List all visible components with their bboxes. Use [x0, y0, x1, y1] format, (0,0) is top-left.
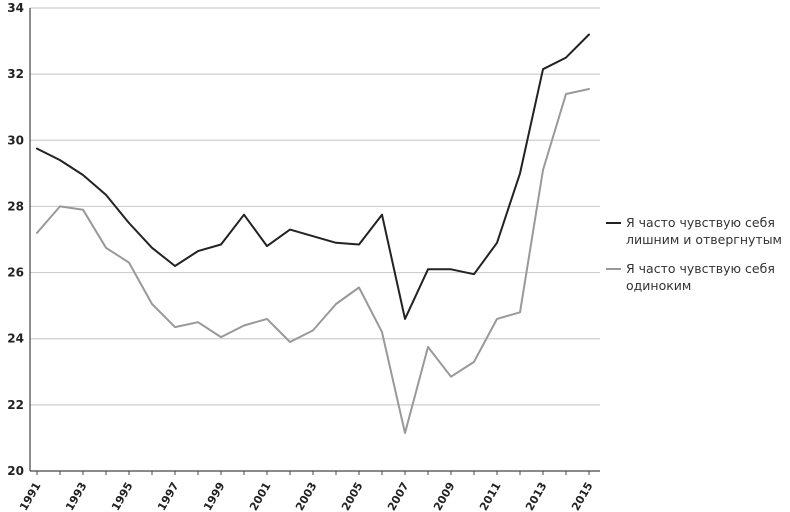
y-tick-label: 30: [7, 133, 24, 147]
x-tick-label: 1993: [63, 480, 90, 512]
x-tick-label: 2005: [339, 480, 366, 512]
y-tick-label: 24: [7, 332, 24, 346]
legend: Я часто чувствую себя лишним и отвергнут…: [606, 214, 790, 306]
legend-label-lonely: Я часто чувствую себя одиноким: [626, 261, 775, 293]
y-tick-label: 22: [7, 398, 24, 412]
series-line-1: [36, 88, 590, 434]
legend-item-rejected: Я часто чувствую себя лишним и отвергнут…: [606, 214, 790, 248]
x-tick-label: 2011: [477, 480, 504, 512]
y-tick-label: 26: [7, 266, 24, 280]
y-tick-label: 34: [7, 1, 24, 15]
x-tick-label: 2001: [247, 480, 274, 512]
legend-item-lonely: Я часто чувствую себя одиноким: [606, 260, 790, 294]
y-tick-label: 20: [7, 464, 24, 478]
y-tick-label: 28: [7, 199, 24, 213]
x-tick-label: 2013: [523, 480, 550, 512]
y-tick-label: 32: [7, 67, 24, 81]
y-tick-labels: 20 22 24 26 28 30 32 34: [7, 1, 24, 478]
legend-swatch-rejected: [606, 222, 621, 224]
gridlines: [30, 7, 600, 406]
legend-label-rejected: Я часто чувствую себя лишним и отвергнут…: [626, 215, 782, 247]
series-lines: [36, 33, 590, 434]
x-tick-label: 2007: [385, 480, 412, 512]
x-tick-labels: 1991 1993 1995 1997 1999 2001 2003 2005 2007 2009…: [17, 480, 596, 512]
legend-swatch-lonely: [606, 268, 621, 270]
x-tick-label: 2003: [293, 480, 320, 512]
series-line-0: [36, 33, 590, 320]
x-tick-label: 2015: [569, 480, 596, 512]
x-tick-label: 1995: [109, 480, 136, 512]
x-tick-label: 2009: [431, 480, 458, 512]
axes: [29, 8, 600, 475]
x-tick-label: 1991: [17, 480, 44, 512]
x-tick-label: 1999: [201, 480, 228, 512]
x-tick-label: 1997: [155, 480, 182, 512]
